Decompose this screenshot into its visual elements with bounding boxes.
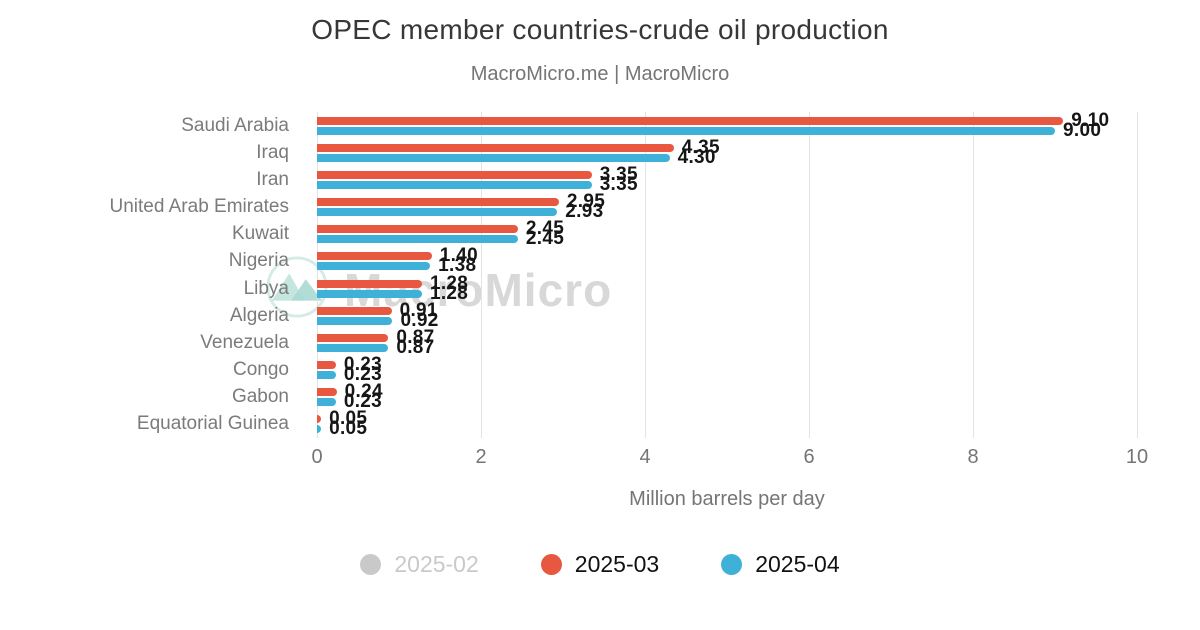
bar-2025-04-libya[interactable] — [317, 289, 422, 298]
bar-2025-03-gabon[interactable] — [317, 388, 337, 397]
x-tick-label: 2 — [475, 446, 487, 468]
category-label-saudi-arabia: Saudi Arabia — [181, 114, 289, 136]
value-label-2025-04-algeria: 0.92 — [400, 309, 439, 331]
category-label-iran: Iran — [256, 168, 289, 190]
bar-2025-03-iraq[interactable] — [317, 143, 674, 152]
value-label-2025-04-kuwait: 2.45 — [525, 228, 565, 250]
value-label-2025-03-nigeria: 1.40 — [439, 245, 478, 267]
gridline — [1137, 112, 1138, 438]
gridline — [481, 112, 482, 438]
bar-2025-04-iran[interactable] — [317, 180, 592, 189]
bar-2025-04-nigeria[interactable] — [317, 262, 431, 271]
value-label-2025-04-united-arab-emirates: 2.93 — [565, 201, 604, 223]
legend-label-2025-04: 2025-04 — [755, 551, 840, 577]
value-label-2025-04-iran: 3.35 — [599, 173, 638, 195]
category-axis: Saudi Arabia Iraq Iran United Arab Emirates… — [0, 112, 303, 438]
category-label-gabon: Gabon — [231, 386, 289, 408]
value-label-2025-03-venezuela: 0.87 — [396, 326, 435, 348]
value-label-2025-03-kuwait: 2.45 — [525, 218, 565, 240]
x-tick-label: 10 — [1125, 446, 1149, 468]
value-label-2025-04-congo: 0.23 — [343, 364, 383, 386]
legend-dot-2025-03 — [540, 554, 562, 575]
legend-item-2025-02[interactable]: 2025-02 — [360, 551, 479, 578]
legend-dot-2025-04 — [721, 554, 743, 575]
gridline — [645, 112, 646, 438]
value-label-2025-03-saudi-arabia: 9.10 — [1071, 109, 1110, 131]
x-tick-label: 4 — [639, 446, 651, 468]
gridline — [809, 112, 810, 438]
bar-2025-04-iraq[interactable] — [317, 153, 670, 162]
category-label-nigeria: Nigeria — [228, 250, 289, 272]
category-label-libya: Libya — [243, 277, 289, 299]
legend-label-2025-03: 2025-03 — [574, 551, 660, 577]
value-label-2025-03-libya: 1.28 — [429, 272, 469, 294]
legend-dot-2025-02 — [360, 554, 382, 575]
bar-2025-03-libya[interactable] — [317, 279, 422, 288]
value-label-2025-03-congo: 0.23 — [343, 354, 383, 376]
category-label-venezuela: Venezuela — [200, 331, 289, 353]
plot-area: 9.10 9.00 4.35 4.30 3.35 3.35 2.95 2.93 2.45 2.45… — [317, 109, 1138, 440]
value-label-2025-03-gabon: 0.24 — [344, 381, 383, 403]
value-label-2025-04-nigeria: 1.38 — [438, 255, 477, 277]
value-label-2025-04-iraq: 4.30 — [677, 146, 716, 168]
value-label-2025-04-equatorial-guinea: 0.05 — [329, 418, 368, 440]
category-label-kuwait: Kuwait — [231, 223, 289, 245]
legend-item-2025-03[interactable]: 2025-03 — [540, 551, 660, 578]
value-label-2025-03-iraq: 4.35 — [681, 136, 720, 158]
bar-2025-04-kuwait[interactable] — [317, 235, 518, 244]
bar-2025-03-saudi-arabia[interactable] — [317, 116, 1064, 125]
category-label-algeria: Algeria — [229, 304, 289, 326]
legend: 2025-02 2025-03 2025-04 — [0, 551, 1200, 578]
category-label-iraq: Iraq — [256, 141, 289, 163]
bar-2025-04-saudi-arabia[interactable] — [317, 126, 1055, 135]
bar-2025-04-equatorial-guinea[interactable] — [317, 425, 322, 434]
bar-2025-04-algeria[interactable] — [317, 316, 393, 325]
x-tick-label: 0 — [311, 446, 323, 468]
x-tick-label: 6 — [803, 446, 815, 468]
bar-2025-04-united-arab-emirates[interactable] — [317, 208, 558, 217]
x-axis-title: Million barrels per day — [629, 488, 825, 510]
bar-2025-04-congo[interactable] — [317, 371, 336, 380]
bar-2025-03-united-arab-emirates[interactable] — [317, 198, 559, 207]
category-label-congo: Congo — [233, 359, 289, 381]
x-axis-ticks: 0 2 4 6 8 10 — [311, 446, 1148, 472]
bar-2025-03-nigeria[interactable] — [317, 252, 432, 261]
bar-2025-03-algeria[interactable] — [317, 306, 392, 315]
value-label-2025-04-gabon: 0.23 — [343, 391, 383, 413]
bar-2025-03-venezuela[interactable] — [317, 333, 389, 342]
category-label-united-arab-emirates: United Arab Emirates — [109, 196, 289, 218]
bar-2025-04-venezuela[interactable] — [317, 343, 389, 352]
value-label-2025-04-venezuela: 0.87 — [396, 336, 435, 358]
value-label-2025-03-equatorial-guinea: 0.05 — [329, 408, 368, 430]
x-tick-label: 8 — [967, 446, 979, 468]
legend-label-2025-02: 2025-02 — [394, 551, 479, 577]
value-label-2025-04-libya: 1.28 — [429, 282, 469, 304]
bar-2025-03-equatorial-guinea[interactable] — [317, 415, 322, 424]
value-label-2025-03-iran: 3.35 — [599, 163, 638, 185]
chart-title: OPEC member countries-crude oil producti… — [311, 14, 889, 45]
legend-item-2025-04[interactable]: 2025-04 — [721, 551, 840, 578]
bar-2025-03-congo[interactable] — [317, 361, 336, 370]
value-label-2025-03-algeria: 0.91 — [399, 299, 438, 321]
chart-subtitle: MacroMicro.me | MacroMicro — [470, 63, 730, 85]
category-label-equatorial-guinea: Equatorial Guinea — [136, 413, 289, 435]
value-label-2025-03-united-arab-emirates: 2.95 — [566, 191, 606, 213]
bar-2025-03-kuwait[interactable] — [317, 225, 518, 234]
bar-2025-03-iran[interactable] — [317, 170, 592, 179]
gridline — [973, 112, 974, 438]
bar-2025-04-gabon[interactable] — [317, 398, 336, 407]
value-label-2025-04-saudi-arabia: 9.00 — [1063, 119, 1102, 141]
